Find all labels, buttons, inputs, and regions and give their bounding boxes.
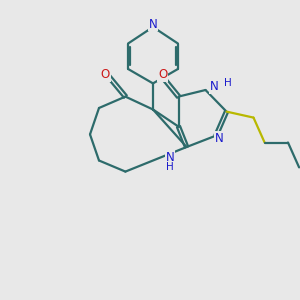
Text: N: N (214, 132, 224, 145)
Text: O: O (158, 68, 167, 81)
Text: N: N (210, 80, 219, 93)
Text: N: N (148, 17, 158, 31)
Text: N: N (166, 151, 175, 164)
Text: H: H (224, 78, 232, 88)
Text: H: H (166, 161, 174, 172)
Text: O: O (100, 68, 109, 81)
